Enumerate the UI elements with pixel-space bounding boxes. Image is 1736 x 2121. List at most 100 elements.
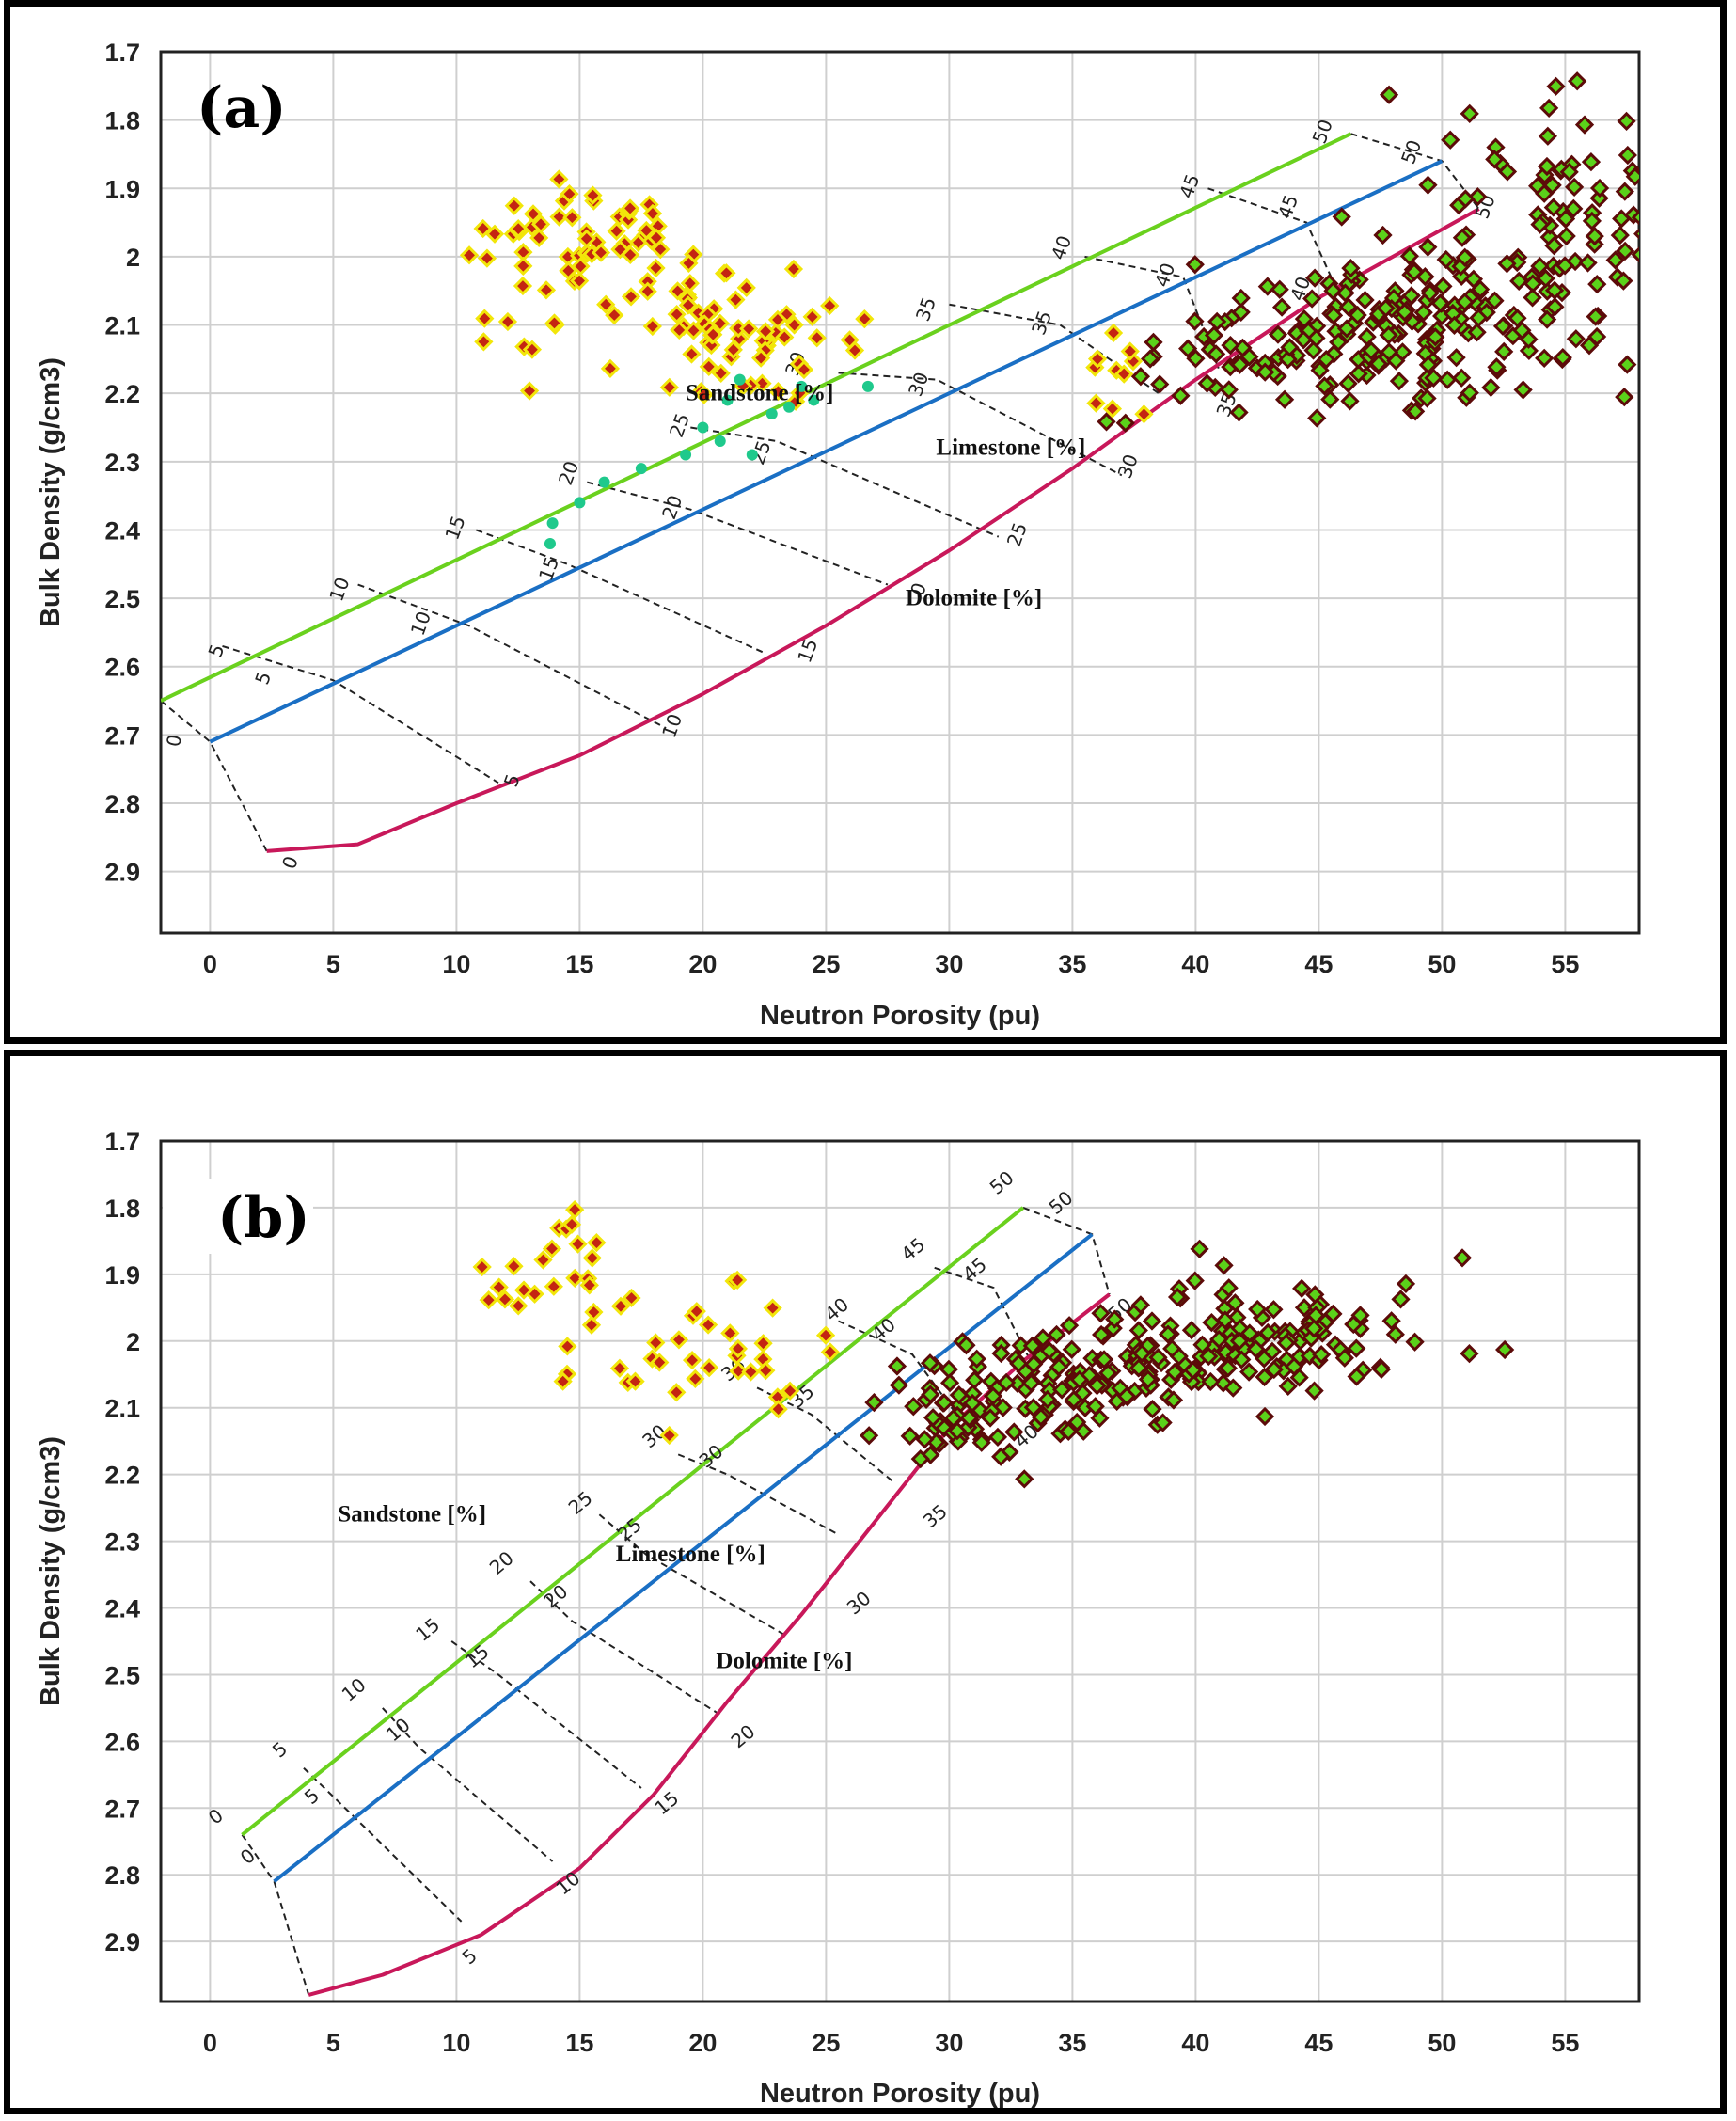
y-tick-label: 2.4 — [104, 1595, 140, 1623]
data-point — [1396, 1274, 1416, 1294]
data-point — [1347, 1367, 1366, 1386]
data-point — [1585, 226, 1604, 246]
data-point — [1201, 1371, 1221, 1392]
data-point — [1257, 277, 1277, 296]
isoline-15 — [476, 529, 765, 655]
data-point — [1535, 348, 1555, 368]
y-tick-label: 2 — [126, 1328, 140, 1356]
data-point — [1278, 349, 1298, 370]
data-point — [1456, 189, 1476, 209]
panel-label-background — [163, 1179, 313, 1254]
data-point — [1357, 327, 1377, 347]
data-point — [569, 271, 590, 291]
data-point — [605, 305, 624, 325]
data-point — [680, 449, 692, 461]
data-point — [775, 327, 795, 347]
data-point — [783, 401, 796, 413]
data-point — [576, 229, 596, 248]
data-point — [756, 1361, 776, 1381]
data-point — [1214, 1256, 1234, 1275]
data-point — [1433, 277, 1453, 296]
data-point — [1544, 236, 1564, 256]
data-point — [980, 1408, 1001, 1428]
data-point — [1494, 341, 1514, 361]
data-point — [646, 1333, 666, 1353]
isoline-35 — [756, 1386, 893, 1482]
data-point — [1317, 350, 1336, 370]
data-point — [1305, 1285, 1325, 1305]
data-point — [1255, 1367, 1274, 1387]
data-point — [1209, 1329, 1229, 1350]
data-point — [700, 1357, 719, 1378]
data-point — [1255, 1349, 1274, 1369]
x-tick-label: 55 — [1551, 950, 1579, 978]
isoline-30 — [677, 1453, 839, 1536]
data-point — [1587, 275, 1607, 294]
data-point — [513, 276, 533, 296]
data-point — [1178, 339, 1198, 358]
data-point — [1556, 226, 1576, 246]
sandstone-label: Sandstone [%] — [686, 380, 834, 405]
data-point — [1574, 115, 1595, 135]
data-point — [1485, 150, 1505, 169]
curve-label: 0 — [162, 733, 186, 749]
data-point — [720, 1323, 740, 1343]
data-point — [682, 344, 702, 364]
data-point — [1171, 386, 1191, 405]
data-point — [1536, 268, 1555, 289]
data-point — [565, 1268, 585, 1289]
data-point — [768, 382, 788, 402]
data-point — [1004, 1422, 1024, 1442]
x-tick-label: 55 — [1551, 2029, 1579, 2057]
data-point — [1338, 297, 1358, 317]
data-point — [1215, 1310, 1235, 1330]
data-point — [581, 1315, 602, 1335]
data-point — [1332, 207, 1351, 227]
data-point — [1183, 1360, 1203, 1380]
x-tick-label: 35 — [1058, 950, 1086, 978]
data-point — [1452, 1248, 1473, 1268]
data-point — [1255, 362, 1275, 382]
x-tick-label: 50 — [1428, 950, 1456, 978]
data-point — [1618, 145, 1637, 166]
x-tick-label: 50 — [1428, 2029, 1456, 2057]
data-point — [1264, 1300, 1284, 1320]
data-point — [1015, 1469, 1034, 1489]
y-tick-label: 2.7 — [104, 721, 140, 750]
data-point — [844, 340, 865, 360]
panel-label: (a) — [197, 75, 287, 141]
data-point — [807, 328, 827, 348]
data-point — [1092, 1324, 1112, 1345]
data-point — [635, 463, 647, 475]
x-tick-label: 45 — [1304, 950, 1333, 978]
data-point — [509, 219, 529, 239]
data-point — [565, 1199, 585, 1220]
data-point — [475, 309, 495, 328]
data-point — [1487, 357, 1507, 377]
data-point — [1631, 246, 1639, 263]
data-point — [571, 257, 591, 277]
data-point — [587, 1233, 607, 1253]
data-point — [698, 1315, 718, 1335]
data-point — [711, 363, 731, 383]
y-tick-label: 2.6 — [104, 1728, 140, 1756]
isoline-10 — [382, 1707, 554, 1862]
series-red — [472, 1199, 840, 1446]
chart-panel-a: 0 5 10 15 20 25 30 35 40 45 50 55 1.7 1.8 1.9 2 2.1 2.2 2.… — [4, 0, 1727, 1044]
data-point — [808, 394, 820, 406]
data-point — [504, 1257, 524, 1276]
data-point — [1581, 152, 1602, 172]
data-point — [1519, 329, 1539, 349]
data-point — [855, 309, 875, 329]
series-green — [860, 1239, 1515, 1489]
data-point — [987, 1427, 1008, 1448]
data-point — [1185, 255, 1205, 275]
data-point — [1564, 177, 1585, 198]
isoline-20 — [587, 481, 889, 586]
data-point — [1566, 329, 1586, 349]
data-point — [484, 224, 505, 244]
data-point — [1312, 1345, 1332, 1365]
data-point — [1404, 262, 1425, 282]
data-point — [1340, 391, 1360, 411]
data-point — [1255, 1406, 1275, 1427]
